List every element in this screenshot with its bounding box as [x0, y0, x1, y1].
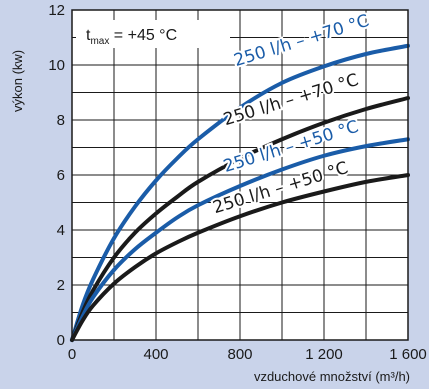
tmax-annotation: tmax = +45 °C	[86, 27, 177, 47]
x-tick-label: 1 200	[305, 346, 343, 363]
y-tick-label: 12	[48, 2, 65, 19]
y-tick-label: 10	[48, 57, 65, 74]
series-line-1	[70, 43, 410, 342]
plot-frame	[71, 9, 409, 341]
x-axis-label: vzduchové množství (m³/h)	[254, 369, 410, 384]
y-tick-label: 8	[57, 112, 65, 129]
tmax-box	[76, 20, 230, 48]
y-tick-label: 6	[57, 167, 65, 184]
grid	[72, 10, 408, 340]
y-tick-label: 2	[57, 277, 65, 294]
y-axis-label: výkon (kw)	[10, 50, 25, 112]
x-tick-label: 1 600	[389, 346, 427, 363]
y-tick-label: 0	[57, 332, 65, 349]
x-tick-label: 0	[68, 346, 76, 363]
series-layer	[70, 43, 410, 342]
axes: 0 400 800 1 200 1 600 0 2 4 6 8 10 12	[48, 2, 426, 363]
x-tick-label: 800	[227, 346, 252, 363]
y-tick-label: 4	[57, 222, 65, 239]
x-tick-label: 400	[143, 346, 168, 363]
series-line-2	[70, 96, 410, 342]
series-line-3	[70, 137, 410, 342]
series-line-4	[70, 173, 410, 342]
